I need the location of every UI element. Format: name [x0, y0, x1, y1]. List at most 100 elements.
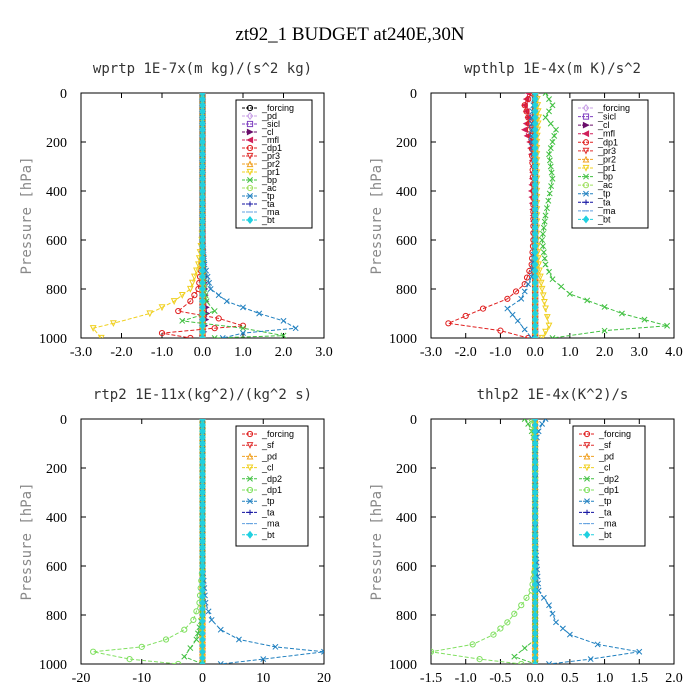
legend-label-mfl: _mfl: [261, 135, 279, 145]
data-point-tp: [553, 619, 559, 626]
data-point-dp1: [211, 325, 218, 332]
data-point-tp: [240, 304, 246, 311]
data-point-bp: [546, 268, 552, 275]
legend-marker-sf: [246, 442, 254, 449]
legend-label-tp: _tp: [598, 496, 612, 506]
data-point-bp: [601, 304, 608, 310]
x-tick-label: 0: [199, 671, 206, 686]
data-point-bp: [546, 96, 552, 103]
legend-marker-bp: [247, 177, 253, 183]
data-point-dp1: [518, 602, 525, 609]
legend-marker-sicl: [582, 113, 590, 120]
data-point-tp: [204, 273, 211, 280]
data-point-bt: [531, 334, 539, 338]
data-point-dp1: [523, 594, 530, 601]
legend-label-cl: _cl: [261, 463, 274, 473]
data-point-bp: [211, 308, 218, 315]
data-point-pr1: [545, 322, 553, 330]
data-point-pr1: [193, 267, 200, 275]
x-tick-label: -2.0: [455, 345, 477, 360]
data-point-tp: [514, 317, 521, 324]
data-point-bp: [280, 332, 287, 338]
data-point-pr1: [186, 285, 194, 293]
series-line-dp2: [513, 419, 536, 664]
data-point-bt: [531, 660, 539, 664]
data-point-pr1: [536, 273, 544, 281]
x-tick-label: -1.5: [420, 671, 442, 686]
legend-marker-forcing: [246, 430, 254, 438]
data-point-bp: [179, 317, 186, 324]
legend-marker-bt: [583, 530, 591, 539]
data-point-bp: [540, 230, 546, 237]
legend-box: [572, 425, 646, 547]
data-point-bp: [548, 183, 555, 190]
data-point-tp: [559, 625, 566, 632]
x-tick-label: 1.0: [234, 345, 252, 360]
legend-label-dp1: _dp1: [261, 143, 282, 153]
legend-marker-cl: [583, 464, 591, 472]
data-point-bt: [199, 334, 206, 338]
legend-marker-dp2: [247, 475, 253, 482]
data-point-tp: [539, 420, 546, 427]
panel-title: wpthlp 1E-4x(m K)/s^2: [464, 61, 641, 77]
data-point-dp1: [511, 610, 518, 617]
legend-label-sf: _sf: [598, 440, 612, 450]
data-point-dp2: [521, 645, 528, 652]
data-point-bp: [547, 145, 554, 152]
data-point-bp: [584, 297, 591, 304]
data-point-tp: [594, 641, 601, 648]
data-point-bp: [551, 132, 558, 139]
data-point-bp: [542, 93, 549, 96]
legend-label-tp: _tp: [261, 496, 275, 506]
legend-label-ta: _ta: [261, 199, 275, 209]
series-line-pr1: [92, 93, 203, 338]
data-point-tp: [215, 292, 222, 299]
y-tick-label: 800: [396, 283, 417, 298]
y-tick-label: 0: [410, 87, 417, 102]
legend-label-dp1: _dp1: [598, 485, 619, 495]
legend: _forcing_sicl_cl_mfl_dp1_pr3_pr2_pr1_bp_…: [571, 99, 649, 229]
legend-label-cl: _cl: [597, 120, 610, 130]
y-tick-label: 800: [46, 283, 67, 298]
data-point-dp1: [181, 626, 188, 633]
legend-label-pd: _pd: [261, 111, 277, 121]
series-markers-bt: [531, 419, 539, 664]
data-point-pr1: [109, 320, 117, 328]
data-point-dp1: [138, 643, 145, 650]
legend-marker-ac: [246, 184, 254, 192]
data-point-bp: [549, 276, 556, 283]
legend-label-sicl: _sicl: [597, 112, 616, 122]
data-point-tp: [521, 288, 528, 295]
legend-label-ta: _ta: [598, 507, 612, 517]
panel-title: rtp2 1E-11x(kg^2)/(kg^2 s): [93, 387, 312, 403]
data-point-dp1: [525, 114, 532, 121]
data-point-dp2: [194, 630, 201, 637]
data-point-dp1: [158, 330, 166, 337]
series-markers-dp1: [431, 419, 539, 664]
legend-marker-dp2: [584, 475, 590, 482]
legend-marker-pr1: [582, 164, 590, 172]
data-point-tp: [636, 648, 643, 655]
data-point-dp1: [518, 660, 525, 664]
data-point-dp1: [187, 334, 194, 338]
data-point-bp: [211, 335, 218, 338]
data-point-bp: [546, 190, 553, 197]
x-tick-label: -3.0: [70, 345, 92, 360]
data-point-tp: [587, 656, 594, 663]
y-tick-label: 200: [396, 136, 417, 151]
data-point-dp2: [187, 645, 194, 652]
legend-label-ta: _ta: [261, 507, 275, 517]
y-tick-label: 200: [46, 136, 67, 151]
y-tick-label: 1000: [39, 332, 67, 347]
legend-box: [235, 425, 309, 547]
data-point-pr1: [178, 292, 186, 299]
data-point-bp: [548, 169, 555, 176]
data-point-tp: [208, 616, 215, 623]
y-tick-label: 400: [46, 185, 67, 200]
legend-label-pr3: _pr3: [261, 151, 280, 161]
data-point-tp: [521, 326, 528, 333]
data-point-bp: [618, 310, 625, 317]
legend-marker-pd: [246, 452, 254, 460]
data-point-dp1: [497, 327, 504, 334]
